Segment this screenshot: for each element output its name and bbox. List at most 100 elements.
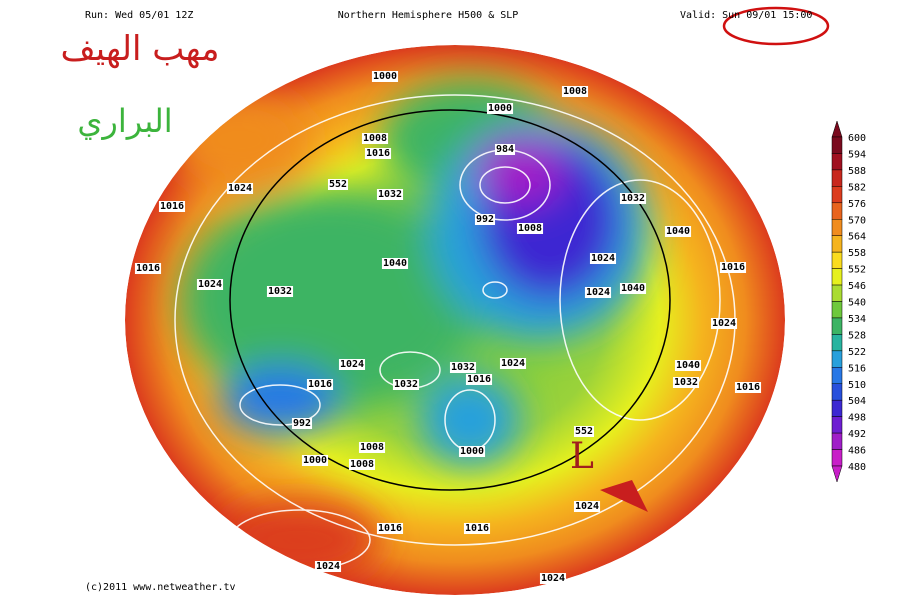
isobar-label-bg bbox=[719, 262, 747, 273]
colorbar-segment bbox=[831, 136, 843, 154]
colorbar-label: 558 bbox=[848, 248, 866, 259]
isobar-label: 1032 bbox=[268, 286, 292, 297]
colorbar-segment bbox=[831, 284, 843, 302]
isobar-label: 1024 bbox=[591, 253, 615, 264]
isobar-label: 1032 bbox=[674, 377, 698, 388]
isobar-label: 1000 bbox=[460, 446, 484, 457]
isobar-label-bg bbox=[226, 183, 254, 194]
isobar-label-bg bbox=[573, 501, 601, 512]
isobar-label: 1016 bbox=[467, 374, 491, 385]
isobar-label-bg bbox=[672, 377, 700, 388]
colorbar-label: 534 bbox=[848, 314, 866, 325]
isobar-label-bg bbox=[734, 382, 762, 393]
isobar-label-bg bbox=[710, 318, 738, 329]
isobar-label: 1040 bbox=[676, 360, 700, 371]
isobar-label: 1016 bbox=[378, 523, 402, 534]
isobar-label: 1016 bbox=[721, 262, 745, 273]
isobar-label-bg bbox=[539, 573, 567, 584]
isobar-label: 1016 bbox=[736, 382, 760, 393]
isobar-label-bg bbox=[392, 379, 420, 390]
isobar-label: 1016 bbox=[465, 523, 489, 534]
run-label: Run: Wed 05/01 12Z bbox=[85, 10, 193, 21]
colorbar-cap bbox=[831, 120, 843, 138]
colorbar-segment bbox=[831, 301, 843, 319]
isobar-label: 1024 bbox=[198, 279, 222, 290]
isobar-label-bg bbox=[158, 201, 186, 212]
isobar-label: 552 bbox=[575, 426, 593, 437]
isobar-label-bg bbox=[561, 86, 589, 97]
isobar-label: 1000 bbox=[488, 103, 512, 114]
colorbar-segment bbox=[831, 432, 843, 450]
colorbar-segment bbox=[831, 383, 843, 401]
isobar-label: 1016 bbox=[136, 263, 160, 274]
isobar-label-bg bbox=[458, 446, 486, 457]
isobar-label: 1024 bbox=[228, 183, 252, 194]
isobar-label: 1032 bbox=[394, 379, 418, 390]
isobar-label: 1040 bbox=[383, 258, 407, 269]
isobar-label: 1032 bbox=[451, 362, 475, 373]
isobar-label: 1024 bbox=[541, 573, 565, 584]
isobar-label: 1024 bbox=[501, 358, 525, 369]
isobar-label-bg bbox=[306, 379, 334, 390]
isobar-label: 1008 bbox=[360, 442, 384, 453]
colorbar-label: 552 bbox=[848, 265, 866, 276]
isobar-label-bg bbox=[358, 442, 386, 453]
colorbar-segment bbox=[831, 268, 843, 286]
isobar-label: 1000 bbox=[303, 455, 327, 466]
isobar-label-bg bbox=[465, 374, 493, 385]
valid-label: Valid: Sun 09/01 15:00 bbox=[680, 10, 812, 21]
isobar-label-bg bbox=[361, 133, 389, 144]
isobar-label-bg bbox=[619, 193, 647, 204]
highlight-circle bbox=[722, 6, 830, 46]
isobar-label: 1024 bbox=[340, 359, 364, 370]
colorbar-cap bbox=[831, 465, 843, 483]
colorbar-label: 504 bbox=[848, 396, 866, 407]
isobar-label-bg bbox=[494, 144, 516, 155]
isobar-label: 1024 bbox=[575, 501, 599, 512]
watermark-line2: البراري bbox=[77, 102, 172, 140]
map-title: Northern Hemisphere H500 & SLP bbox=[338, 10, 519, 21]
isobar-label-bg bbox=[381, 258, 409, 269]
isobar-label-bg bbox=[301, 455, 329, 466]
isobar-label: 1032 bbox=[378, 189, 402, 200]
isobar-label-bg bbox=[486, 103, 514, 114]
colorbar-label: 510 bbox=[848, 380, 866, 391]
isobar-label-bg bbox=[674, 360, 702, 371]
isobar-label: 1016 bbox=[160, 201, 184, 212]
isobar-label: 1016 bbox=[308, 379, 332, 390]
isobar-label-bg bbox=[474, 214, 496, 225]
isobar-label-bg bbox=[589, 253, 617, 264]
colorbar-label: 582 bbox=[848, 182, 866, 193]
colorbar-label: 570 bbox=[848, 215, 866, 226]
isobar-label-bg bbox=[499, 358, 527, 369]
isobar-label-bg bbox=[573, 426, 595, 437]
isobar-label-bg bbox=[376, 189, 404, 200]
isobar-label: 1008 bbox=[563, 86, 587, 97]
colorbar-segment bbox=[831, 251, 843, 269]
colorbar-segment bbox=[831, 416, 843, 434]
colorbar-segment bbox=[831, 334, 843, 352]
isobar-label: 1024 bbox=[712, 318, 736, 329]
isobar-label-bg bbox=[338, 359, 366, 370]
isobar-label-bg bbox=[664, 226, 692, 237]
isobar-label-bg bbox=[371, 71, 399, 82]
colorbar-segment bbox=[831, 449, 843, 467]
colorbar-label: 522 bbox=[848, 347, 866, 358]
isobar-label-bg bbox=[516, 223, 544, 234]
isobar-label: 1024 bbox=[586, 287, 610, 298]
colorbar-segment bbox=[831, 202, 843, 220]
map-disk bbox=[125, 45, 785, 595]
colorbar-label: 516 bbox=[848, 363, 866, 374]
isobar-label-bg bbox=[314, 561, 342, 572]
isobar-label: 984 bbox=[496, 144, 514, 155]
arrow bbox=[600, 480, 648, 512]
isobar-label-bg bbox=[584, 287, 612, 298]
colorbar-segment bbox=[831, 219, 843, 236]
isobar-label: 1040 bbox=[666, 226, 690, 237]
colorbar-segment bbox=[831, 350, 843, 368]
colorbar-label: 498 bbox=[848, 413, 866, 424]
watermark-line1: مهب الهيف bbox=[60, 29, 219, 69]
isobar-label: 552 bbox=[329, 179, 347, 190]
colorbar-segment bbox=[831, 235, 843, 253]
